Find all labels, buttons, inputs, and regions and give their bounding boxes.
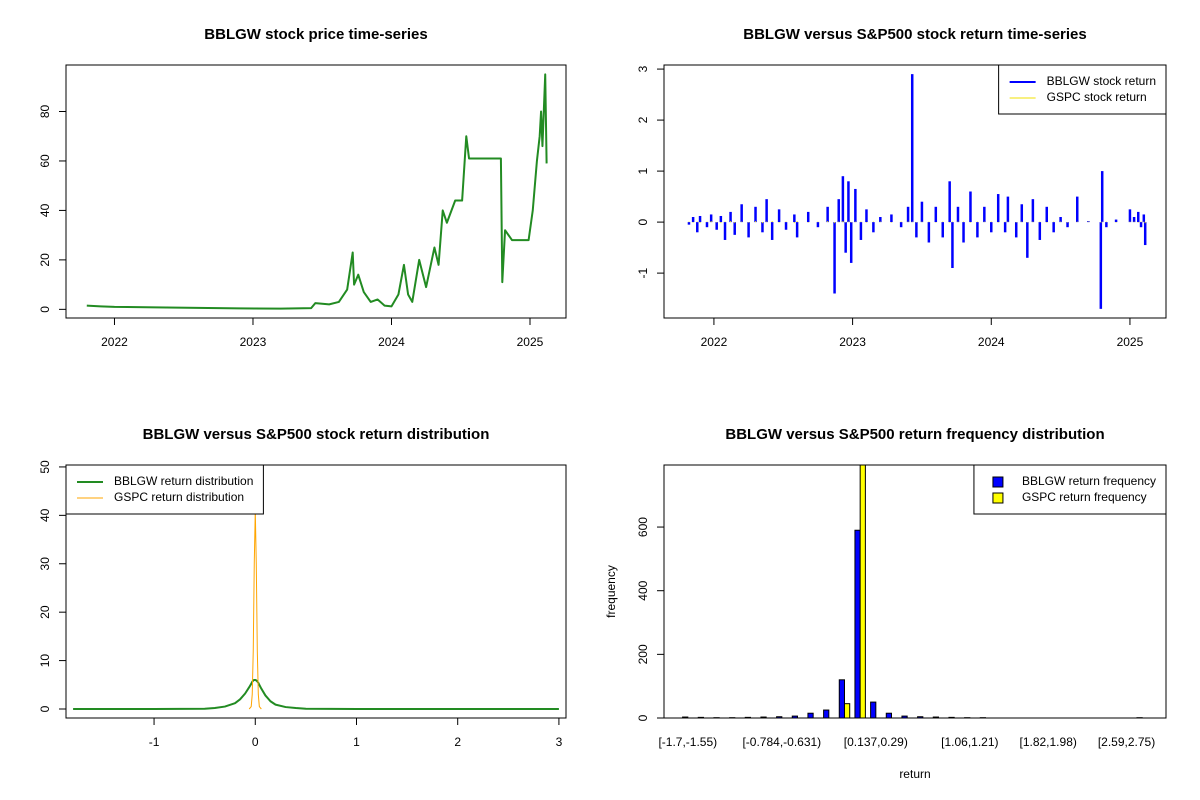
- y-tick-label: -1: [636, 267, 650, 278]
- y-tick-label: 10: [38, 654, 52, 668]
- x-tick-label: 1: [353, 735, 360, 749]
- legend: BBLGW return frequency GSPC return freque…: [973, 464, 1167, 515]
- x-tick-label: [0.137,0.29): [844, 735, 908, 749]
- x-tick-label: 2025: [1117, 335, 1144, 349]
- plot-frame: [663, 64, 1167, 319]
- x-axis-label: return: [899, 767, 930, 781]
- bar: [870, 701, 877, 718]
- legend-label: BBLGW stock return: [1047, 74, 1156, 88]
- legend-frame: [998, 64, 1167, 115]
- y-tick-label: 80: [38, 105, 52, 119]
- legend: BBLGW stock return GSPC stock return: [998, 64, 1167, 115]
- bar: [838, 679, 845, 718]
- y-tick-label: 40: [38, 508, 52, 522]
- legend-label: BBLGW return distribution: [114, 474, 253, 488]
- x-tick-label: 3: [556, 735, 563, 749]
- x-tick-label: [-0.784,-0.631): [742, 735, 821, 749]
- plot-frame: [65, 64, 567, 319]
- x-tick-label: [1.06,1.21): [941, 735, 998, 749]
- data-line: [73, 678, 559, 710]
- bar: [807, 712, 814, 718]
- x-tick-label: -1: [149, 735, 160, 749]
- y-tick-label: 1: [636, 167, 650, 174]
- y-tick-label: 40: [38, 203, 52, 217]
- data-line: [86, 73, 548, 310]
- y-tick-label: 400: [636, 580, 650, 600]
- x-tick-label: 2024: [978, 335, 1005, 349]
- bar: [776, 716, 783, 718]
- legend-label: GSPC return distribution: [114, 490, 244, 504]
- legend-key: [992, 476, 1004, 488]
- x-tick-label: [-1.7,-1.55): [658, 735, 717, 749]
- bar: [859, 465, 866, 718]
- y-tick-label: 60: [38, 154, 52, 168]
- y-axis-label: frequency: [604, 565, 618, 618]
- y-tick-label: 2: [636, 116, 650, 123]
- bar: [823, 709, 830, 718]
- y-tick-label: 20: [38, 253, 52, 267]
- y-tick-label: 200: [636, 644, 650, 664]
- chart-title: BBLGW versus S&P500 stock return distrib…: [143, 426, 490, 443]
- y-tick-label: 0: [38, 705, 52, 712]
- bar: [854, 529, 861, 718]
- y-tick-label: 30: [38, 557, 52, 571]
- legend-label: BBLGW return frequency: [1022, 474, 1156, 488]
- bar: [791, 715, 798, 718]
- plot-area: [682, 465, 1143, 718]
- y-tick-label: 0: [636, 714, 650, 721]
- chart-title: BBLGW versus S&P500 stock return time-se…: [743, 26, 1086, 43]
- x-tick-label: 2023: [839, 335, 866, 349]
- x-tick-label: 2022: [701, 335, 728, 349]
- x-tick-label: 2025: [517, 335, 544, 349]
- bar: [843, 703, 851, 718]
- x-tick-label: 2023: [240, 335, 267, 349]
- legend-label: GSPC return frequency: [1022, 490, 1147, 504]
- y-tick-label: 600: [636, 517, 650, 537]
- x-tick-label: 2: [454, 735, 461, 749]
- x-tick-label: 2024: [378, 335, 405, 349]
- chart-title: BBLGW stock price time-series: [204, 26, 427, 43]
- y-tick-label: 0: [636, 218, 650, 225]
- y-tick-label: 0: [38, 306, 52, 313]
- plot-area: [86, 73, 548, 310]
- y-tick-label: 50: [38, 460, 52, 474]
- x-tick-label: 0: [252, 735, 259, 749]
- legend-frame: [973, 464, 1167, 515]
- legend: BBLGW return distribution GSPC return dis…: [65, 464, 264, 515]
- x-tick-label: [1.82,1.98): [1019, 735, 1076, 749]
- x-tick-label: [2.59,2.75): [1098, 735, 1155, 749]
- plot-frame: [65, 464, 567, 719]
- legend-label: GSPC stock return: [1047, 90, 1147, 104]
- bar: [885, 712, 892, 718]
- legend-frame: [65, 464, 264, 515]
- y-tick-label: 20: [38, 605, 52, 619]
- legend-key: [992, 492, 1004, 504]
- plot-frame: [663, 464, 1167, 719]
- x-tick-label: 2022: [101, 335, 128, 349]
- bar: [917, 716, 924, 718]
- chart-title: BBLGW versus S&P500 return frequency dis…: [725, 426, 1104, 443]
- plot-area: [687, 74, 1147, 309]
- bar: [901, 715, 908, 718]
- y-tick-label: 3: [636, 65, 650, 72]
